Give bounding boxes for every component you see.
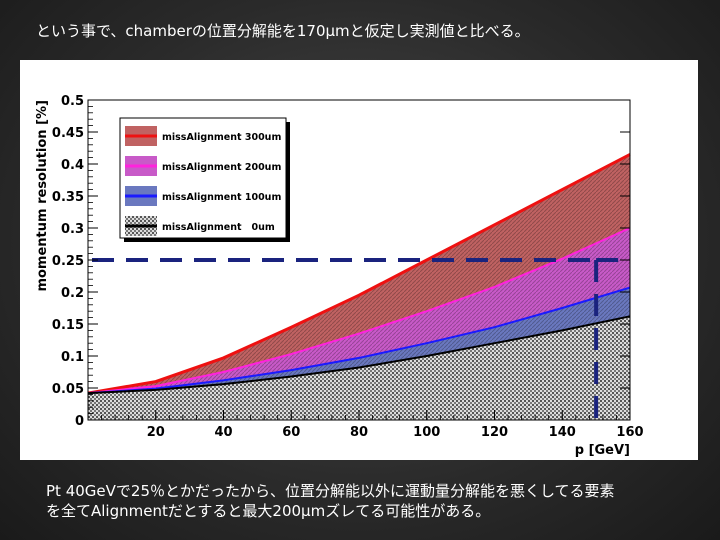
plot-frame: 0 0.05 0.1 0.15 0.2 0.25 0.3 0.35 0.4 0.45 0.5 20 40…	[20, 60, 698, 460]
x-tick-label-6: 140	[549, 425, 576, 440]
y-tick-label-1: 0.05	[52, 382, 84, 397]
y-tick-label-8: 0.4	[61, 158, 84, 173]
x-tick-label-7: 160	[616, 425, 643, 440]
caption: Pt 40GeVで25％とかだったから、位置分解能以外に運動量分解能を悪くしてる…	[46, 481, 696, 521]
slide-title: という事で、chamberの位置分解能を170μmと仮定し実測値と比べる。	[36, 22, 530, 40]
x-tick-label-5: 120	[481, 425, 508, 440]
legend: missAlignment 300um missAlignment 200um mi…	[119, 117, 290, 242]
y-tick-label-9: 0.45	[52, 126, 84, 141]
legend-label-4: missAlignment 0um	[162, 222, 275, 233]
series-line-2	[87, 227, 631, 395]
caption-line-1: Pt 40GeVで25％とかだったから、位置分解能以外に運動量分解能を悪くしてる…	[46, 482, 615, 500]
y-tick-label-2: 0.1	[61, 350, 84, 365]
x-axis-label: p [GeV]	[575, 443, 630, 458]
y-tick-label-5: 0.25	[52, 254, 84, 269]
x-tick-label-3: 80	[350, 425, 368, 440]
y-tick-label-10: 0.5	[61, 94, 84, 109]
series-line-4	[87, 315, 631, 395]
y-tick-label-0: 0	[75, 414, 84, 429]
x-tick-label-0: 20	[147, 425, 165, 440]
series-line-3	[87, 286, 631, 395]
series-line-1	[87, 153, 631, 395]
resolution-chart: 0 0.05 0.1 0.15 0.2 0.25 0.3 0.35 0.4 0.45 0.5 20 40…	[35, 94, 644, 458]
caption-line-2: を全てAlignmentだとすると最大200μmズレてる可能性がある。	[46, 502, 491, 520]
legend-label-3: missAlignment 100um	[162, 192, 281, 203]
y-tick-label-7: 0.35	[52, 190, 84, 205]
y-axis-label: momentum resolution [%]	[35, 100, 50, 292]
legend-label-2: missAlignment 200um	[162, 162, 281, 173]
x-tick-label-2: 60	[282, 425, 300, 440]
y-tick-label-4: 0.2	[61, 286, 84, 301]
x-tick-label-1: 40	[214, 425, 232, 440]
y-tick-label-3: 0.15	[52, 318, 84, 333]
legend-label-1: missAlignment 300um	[162, 132, 281, 143]
axes-layer: 0 0.05 0.1 0.15 0.2 0.25 0.3 0.35 0.4 0.45 0.5 20 40…	[35, 94, 644, 458]
y-tick-label-6: 0.3	[61, 222, 84, 237]
reference-layer	[92, 258, 630, 420]
x-tick-label-4: 100	[413, 425, 440, 440]
curve-layer	[87, 153, 631, 395]
